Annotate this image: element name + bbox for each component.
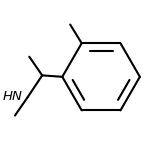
Text: HN: HN (3, 90, 23, 103)
